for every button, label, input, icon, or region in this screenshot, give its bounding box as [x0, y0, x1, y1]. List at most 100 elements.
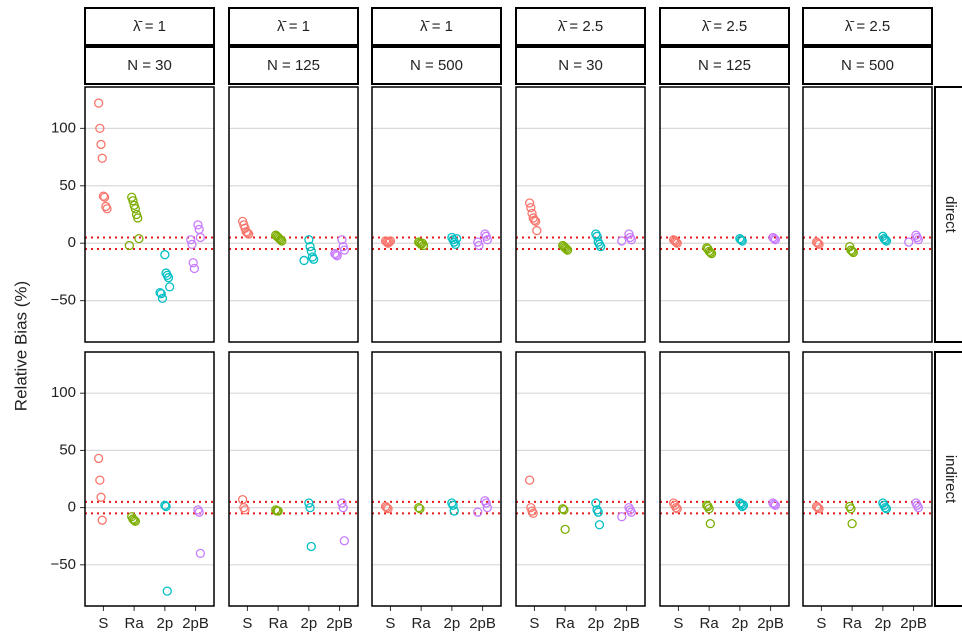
x-tick-label: 2pB: [182, 615, 209, 632]
point: [186, 235, 196, 245]
row-strip-label: indirect: [942, 455, 959, 504]
point: [704, 246, 714, 256]
panel: [372, 87, 501, 342]
point: [672, 238, 682, 248]
panel-border: [371, 351, 502, 607]
y-tick-label: 50: [59, 177, 76, 194]
point: [530, 216, 541, 227]
panel: [85, 87, 214, 342]
point: [524, 198, 535, 208]
point: [560, 243, 570, 253]
strip: [228, 7, 359, 46]
point: [187, 239, 197, 250]
point: [706, 248, 717, 259]
point: [157, 293, 168, 304]
point: [670, 236, 680, 246]
x-tick-label: Ra: [556, 615, 576, 632]
strip-label: N = 30: [558, 57, 603, 74]
point: [133, 213, 143, 223]
point: [737, 236, 747, 246]
point: [473, 507, 483, 517]
strip-label: λ̄ = 1: [420, 18, 453, 35]
point: [93, 98, 104, 108]
panel: [516, 352, 645, 606]
point: [240, 505, 250, 515]
x-tick-label: S: [98, 615, 108, 632]
strip: [659, 46, 790, 85]
y-tick-label: −50: [51, 292, 76, 309]
strip-label: λ̄ = 1: [277, 18, 310, 35]
point: [96, 139, 106, 150]
point: [904, 237, 914, 247]
x-tick-label: S: [673, 615, 683, 632]
point: [160, 500, 170, 510]
point: [95, 475, 105, 485]
point: [243, 229, 254, 239]
point: [195, 232, 206, 243]
y-tick-label: −50: [51, 556, 76, 573]
point: [241, 227, 251, 237]
row-strip-label: direct: [942, 196, 959, 234]
point: [562, 245, 573, 255]
point: [332, 251, 342, 261]
point: [380, 501, 391, 512]
point: [558, 504, 568, 514]
strip: [802, 7, 933, 46]
panel: [803, 87, 932, 342]
point: [811, 501, 822, 512]
point: [97, 515, 107, 525]
point: [129, 515, 139, 525]
point: [913, 235, 924, 245]
point: [846, 245, 856, 255]
strip: [515, 46, 646, 85]
point: [97, 153, 107, 163]
panel-border: [802, 351, 933, 607]
panel: [660, 87, 789, 342]
x-tick-label: Ra: [269, 615, 289, 632]
panel-border: [228, 86, 359, 343]
point: [134, 233, 144, 244]
point: [482, 502, 493, 513]
point: [736, 235, 746, 245]
point: [705, 247, 715, 258]
x-tick-label: Ra: [125, 615, 145, 632]
strip: [802, 46, 933, 85]
x-tick-label: S: [816, 615, 826, 632]
x-tick-label: 2pB: [900, 615, 927, 632]
point: [768, 232, 778, 243]
point: [813, 238, 823, 248]
row-strip: [934, 86, 962, 343]
panel: [229, 87, 358, 342]
point: [277, 236, 287, 246]
point: [913, 502, 924, 513]
point: [165, 282, 175, 292]
x-tick-label: 2p: [875, 615, 892, 632]
point: [128, 514, 138, 524]
point: [592, 231, 602, 241]
x-tick-label: 2p: [588, 615, 605, 632]
point: [242, 228, 253, 238]
panel-border: [371, 86, 502, 343]
x-tick-label: S: [529, 615, 539, 632]
point: [770, 500, 781, 510]
point: [383, 504, 393, 514]
point: [304, 498, 314, 508]
point: [162, 586, 172, 596]
point: [672, 504, 682, 514]
x-tick-label: 2p: [301, 615, 318, 632]
y-tick-label: 50: [59, 441, 76, 458]
point: [448, 500, 458, 510]
point: [193, 220, 203, 230]
point: [189, 263, 200, 274]
x-tick-label: 2pB: [326, 615, 353, 632]
x-tick-label: 2pB: [469, 615, 496, 632]
point: [561, 244, 571, 254]
point: [594, 520, 605, 530]
panel-border: [84, 351, 215, 607]
strip-label: λ̄ = 1: [133, 18, 166, 35]
strip-label: N = 500: [410, 57, 463, 74]
y-tick-label: 0: [68, 499, 76, 516]
point: [814, 504, 824, 514]
point: [879, 233, 889, 244]
